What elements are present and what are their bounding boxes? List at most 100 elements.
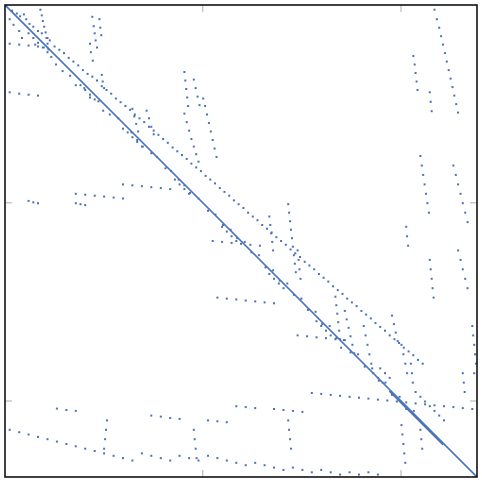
data-point [370,362,373,365]
data-point [91,75,94,78]
data-point [454,173,457,176]
data-point [379,325,382,328]
data-point [310,392,313,394]
data-point [282,468,285,471]
data-point [136,140,139,143]
data-point [159,457,162,460]
data-point [474,353,477,356]
data-point [148,125,150,128]
data-point [440,35,443,38]
data-point [199,170,202,173]
data-point [18,431,21,434]
data-point [235,405,238,408]
data-point [195,166,198,169]
data-point [225,421,228,424]
data-point [427,211,430,214]
data-point [178,417,181,420]
data-point [322,276,325,279]
data-point [232,199,235,202]
data-point [183,71,186,73]
data-point [129,108,132,111]
data-point [376,398,379,401]
data-point [77,64,80,67]
data-point [301,410,304,413]
data-point [348,395,351,398]
data-point [273,466,275,469]
data-point [256,219,259,222]
data-point [196,95,199,98]
data-point [89,93,91,96]
data-point [169,417,172,419]
data-point [131,107,134,110]
data-point [18,30,21,32]
data-point [188,457,191,460]
data-point [339,394,342,397]
data-point [393,338,396,341]
data-point [329,334,332,337]
data-point [388,334,391,337]
data-point [310,471,313,474]
data-point [351,343,354,346]
data-point [334,338,337,341]
data-point [409,362,412,365]
data-point [37,202,39,205]
data-point [273,277,275,280]
data-point [46,51,49,54]
data-point [422,173,425,176]
data-point [159,187,162,190]
data-point [428,405,431,408]
data-point [290,228,292,231]
data-point [135,122,138,125]
data-point [93,98,96,101]
data-point [317,273,320,275]
data-point [442,43,444,46]
data-point [37,30,39,32]
data-point [473,343,476,346]
data-point [429,100,432,103]
data-point [159,415,162,418]
data-point [404,362,407,365]
data-point [32,37,35,39]
data-point [459,258,462,261]
data-point [133,113,136,116]
data-point [402,443,405,445]
data-point [268,215,271,218]
data-point [185,157,188,160]
data-point [350,301,353,304]
data-point [37,94,39,97]
data-point [244,299,247,302]
data-point [345,318,348,321]
data-point [101,80,104,83]
data-point [32,201,35,204]
data-point [216,296,219,299]
data-point [171,146,174,149]
data-point [298,268,301,271]
data-point [240,242,242,245]
data-point [299,256,301,258]
data-point [424,400,427,403]
data-point [346,297,349,300]
data-point [74,202,77,205]
data-point [417,358,419,361]
data-point [25,18,28,21]
data-point [464,277,467,280]
data-point [72,60,75,63]
data-point [428,258,431,261]
data-point [362,325,365,327]
data-point [386,399,389,402]
data-point [198,104,201,107]
data-point [391,314,393,317]
data-point [92,25,95,28]
data-point [98,18,101,21]
data-point [420,164,423,167]
data-point [207,122,210,124]
data-point [349,335,352,338]
data-point [338,329,341,332]
data-point [103,87,106,90]
data-point [91,15,94,18]
data-point [150,454,153,457]
data-point [329,471,332,474]
data-point [150,152,153,155]
data-point [438,414,441,417]
